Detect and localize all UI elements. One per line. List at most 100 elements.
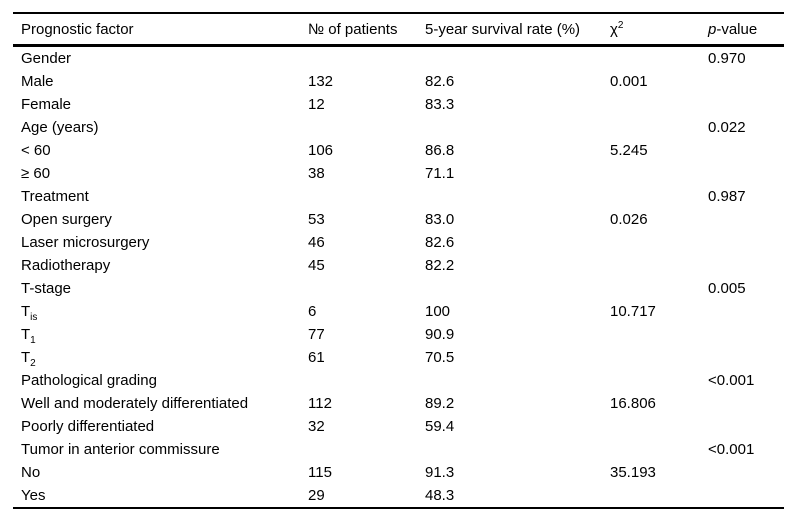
chi-squared-cell: [610, 484, 708, 508]
survival-rate-cell: 83.0: [425, 211, 455, 228]
survival-rate-cell: [425, 277, 610, 300]
table-row: Tumor in anterior commissure <0.001: [13, 438, 784, 461]
factor-subscript: 2: [30, 358, 36, 369]
p-value-cell: [708, 392, 784, 415]
chi-squared-cell: 35.193: [610, 464, 656, 481]
p-value-cell: <0.001: [708, 441, 755, 458]
p-value-cell: [708, 484, 784, 508]
survival-rate-cell: 91.3: [425, 464, 455, 481]
table-row: Female 12 83.3: [13, 93, 784, 116]
table-row: ≥ 60 38 71.1: [13, 162, 784, 185]
factor-cell: Male: [21, 73, 54, 90]
chi-squared-cell: [610, 254, 708, 277]
factor-cell: Well and moderately differentiated: [21, 395, 249, 412]
table-row: Radiotherapy 45 82.2: [13, 254, 784, 277]
patients-count-cell: 115: [308, 464, 332, 481]
chi-squared-cell: [610, 438, 708, 461]
patients-count-cell: [308, 438, 425, 461]
table-row: Laser microsurgery 46 82.6: [13, 231, 784, 254]
table-row: Tis 6 100 10.717: [13, 300, 784, 323]
survival-rate-cell: 100: [425, 303, 451, 320]
survival-rate-cell: 82.2: [425, 257, 455, 274]
factor-cell: Radiotherapy: [21, 257, 111, 274]
chi-squared-cell: [610, 93, 708, 116]
factor-cell: No: [21, 464, 41, 481]
column-header-prognostic-factor: Prognostic factor: [13, 13, 308, 47]
p-value-cell: [708, 139, 784, 162]
chi-squared-cell: [610, 185, 708, 208]
table-row: Yes 29 48.3: [13, 484, 784, 508]
chi-squared-cell: [610, 415, 708, 438]
survival-rate-cell: 71.1: [425, 165, 455, 182]
patients-count-cell: 61: [308, 349, 325, 366]
p-value-cell: 0.022: [708, 119, 746, 136]
p-value-cell: [708, 231, 784, 254]
chi-squared-cell: 0.026: [610, 211, 648, 228]
factor-cell: T1: [21, 326, 36, 346]
factor-cell: Laser microsurgery: [21, 234, 150, 251]
column-header-chi-squared: χ2: [610, 13, 708, 47]
factor-cell: Age (years): [21, 119, 99, 136]
chi-symbol: χ: [610, 20, 618, 38]
table-row: T2 61 70.5: [13, 346, 784, 369]
p-value-suffix: -value: [716, 20, 758, 38]
p-value-cell: <0.001: [708, 372, 755, 389]
chi-squared-cell: [610, 46, 708, 71]
chi-squared-cell: [610, 162, 708, 185]
survival-analysis-table-container: Prognostic factor № of patients 5-year s…: [13, 12, 784, 509]
table-row: No 115 91.3 35.193: [13, 461, 784, 484]
patients-count-cell: [308, 46, 425, 71]
survival-rate-cell: 86.8: [425, 142, 455, 159]
patients-count-cell: 29: [308, 487, 325, 504]
p-symbol: p: [708, 20, 717, 38]
factor-cell: ≥ 60: [21, 165, 51, 182]
factor-cell: Gender: [21, 50, 72, 67]
table-row: Pathological grading <0.001: [13, 369, 784, 392]
patients-count-cell: 106: [308, 142, 334, 159]
patients-count-cell: 46: [308, 234, 325, 251]
patients-count-cell: 132: [308, 73, 334, 90]
p-value-cell: [708, 93, 784, 116]
table-header: Prognostic factor № of patients 5-year s…: [13, 13, 784, 47]
table-row: T1 77 90.9: [13, 323, 784, 346]
table-row: T-stage 0.005: [13, 277, 784, 300]
survival-rate-cell: [425, 438, 610, 461]
p-value-cell: 0.970: [708, 50, 746, 67]
patients-count-cell: [308, 185, 425, 208]
patients-count-cell: 77: [308, 326, 325, 343]
table-row: < 60 106 86.8 5.245: [13, 139, 784, 162]
factor-cell: Tumor in anterior commissure: [21, 441, 220, 458]
p-value-cell: [708, 346, 784, 369]
factor-cell: < 60: [21, 142, 51, 159]
factor-cell: Open surgery: [21, 211, 112, 228]
p-value-cell: 0.987: [708, 188, 746, 205]
chi-exponent: 2: [617, 19, 624, 31]
chi-squared-cell: [610, 231, 708, 254]
patients-count-cell: 53: [308, 211, 325, 228]
table-row: Well and moderately differentiated 112 89.…: [13, 392, 784, 415]
factor-cell: Tis: [21, 303, 38, 323]
patients-count-cell: 112: [308, 395, 332, 412]
survival-rate-cell: 90.9: [425, 326, 455, 343]
survival-rate-cell: 83.3: [425, 96, 455, 113]
chi-squared-cell: 5.245: [610, 142, 648, 159]
chi-squared-cell: [610, 346, 708, 369]
p-value-cell: [708, 162, 784, 185]
patients-count-cell: 38: [308, 165, 325, 182]
table-body: Gender 0.970 Male 132 82.6 0.001 Female 12 83.3 A…: [13, 46, 784, 509]
patients-count-cell: 45: [308, 257, 325, 274]
factor-cell: Treatment: [21, 188, 89, 205]
p-value-cell: [708, 208, 784, 231]
p-value-cell: [708, 461, 784, 484]
patients-count-cell: [308, 369, 425, 392]
patients-count-cell: [308, 277, 425, 300]
column-header-p-value: p-value: [708, 13, 784, 47]
factor-cell: Yes: [21, 487, 46, 504]
factor-subscript: is: [30, 312, 38, 323]
header-row: Prognostic factor № of patients 5-year s…: [13, 13, 784, 47]
chi-squared-cell: [610, 277, 708, 300]
factor-cell: Female: [21, 96, 72, 113]
chi-squared-cell: 10.717: [610, 303, 656, 320]
survival-rate-cell: [425, 46, 610, 71]
survival-rate-cell: [425, 369, 610, 392]
